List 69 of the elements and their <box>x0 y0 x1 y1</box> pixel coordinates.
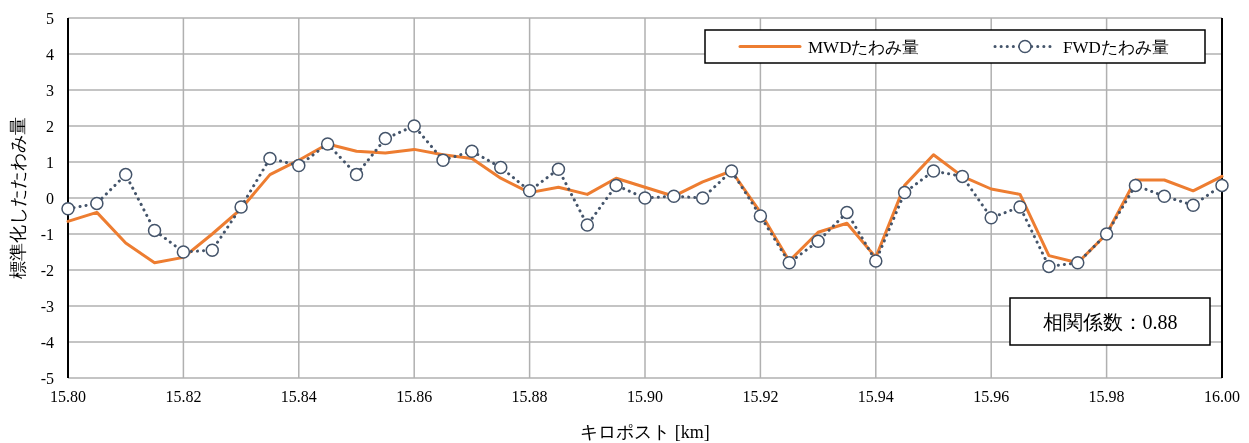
point <box>147 223 162 238</box>
point <box>494 160 508 175</box>
point <box>580 218 595 232</box>
legend-label: MWDたわみ量 <box>808 37 920 57</box>
y-tick-label: -5 <box>40 370 54 387</box>
y-tick-label: 5 <box>46 10 54 27</box>
x-tick-label: 15.88 <box>511 388 548 405</box>
point <box>667 189 681 203</box>
point <box>840 205 854 220</box>
x-tick-label: 15.94 <box>857 388 894 405</box>
point <box>61 202 75 216</box>
x-axis-title: キロポスト [km] <box>580 422 710 442</box>
y-tick-label: 2 <box>46 118 54 135</box>
point <box>436 153 450 167</box>
point <box>955 169 970 184</box>
point <box>724 164 739 178</box>
point <box>176 245 191 259</box>
point <box>638 191 652 205</box>
point <box>695 191 710 205</box>
point <box>926 164 941 178</box>
point <box>320 137 335 151</box>
point <box>263 151 277 166</box>
x-tick-label: 15.84 <box>280 388 317 405</box>
x-tick-label: 15.90 <box>627 388 663 405</box>
point <box>90 196 104 211</box>
point <box>1013 200 1027 214</box>
point <box>349 167 364 182</box>
y-tick-label: -4 <box>40 334 54 351</box>
x-tick-label: 16.00 <box>1204 388 1240 405</box>
y-tick-label: 1 <box>46 154 54 171</box>
point <box>551 162 566 176</box>
point <box>609 178 623 193</box>
point <box>869 254 883 268</box>
x-tick-label: 15.92 <box>742 388 779 405</box>
point <box>1042 259 1056 274</box>
point <box>378 131 393 146</box>
x-tick-label: 15.80 <box>50 388 86 405</box>
x-tick-label: 15.98 <box>1088 388 1125 405</box>
annotation: 相関係数：0.88 <box>1042 311 1178 333</box>
point <box>205 243 219 257</box>
point <box>522 184 537 198</box>
y-tick-label: -2 <box>40 262 54 279</box>
point <box>753 209 768 223</box>
y-tick-label: 3 <box>46 82 54 99</box>
point <box>407 119 421 133</box>
point <box>1071 256 1085 270</box>
point <box>1186 198 1200 212</box>
point <box>1099 227 1114 241</box>
point <box>1128 178 1143 193</box>
y-axis-title: 標準化したたわみ量 <box>8 117 28 279</box>
annotation: 相関係数：0.88 <box>1009 297 1211 346</box>
point <box>1157 189 1172 203</box>
x-tick-label: 15.82 <box>165 388 202 405</box>
point <box>811 234 825 248</box>
y-tick-label: -3 <box>40 298 54 315</box>
point <box>234 200 248 214</box>
x-tick-label: 15.86 <box>396 388 433 405</box>
point <box>782 256 796 270</box>
point <box>897 185 912 200</box>
point <box>118 167 133 182</box>
y-tick-label: -1 <box>40 226 54 243</box>
legend-label: FWDたわみ量 <box>1063 37 1169 57</box>
x-tick-label: 15.96 <box>973 388 1010 405</box>
point <box>465 144 479 158</box>
y-tick-label: 4 <box>46 46 54 63</box>
point <box>1215 178 1229 193</box>
point <box>292 158 306 173</box>
point <box>984 211 998 225</box>
y-tick-label: 0 <box>46 190 54 207</box>
